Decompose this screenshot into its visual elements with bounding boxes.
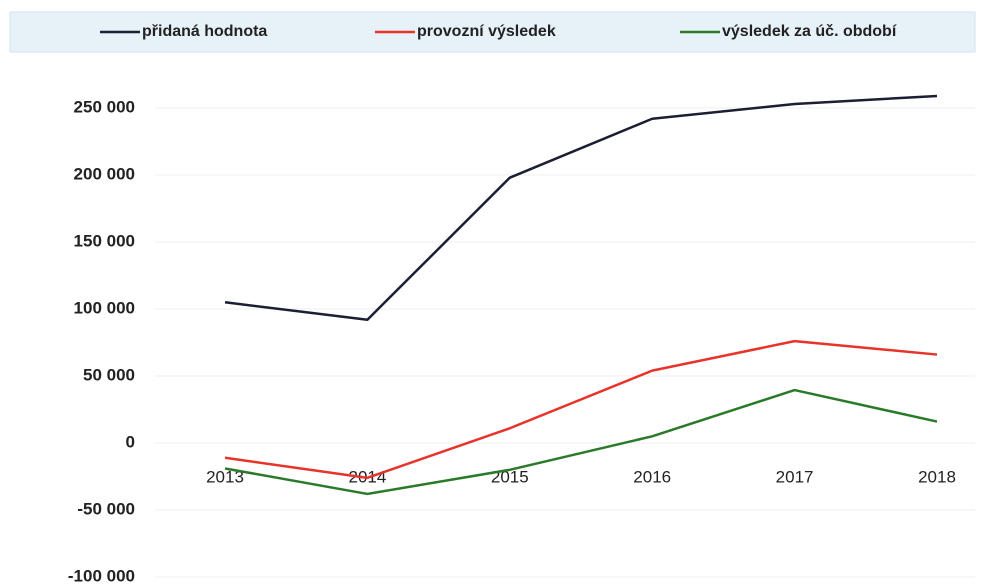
series-line — [224, 94, 938, 321]
y-tick-label: 0 — [126, 432, 135, 451]
y-tick-label: -100 000 — [68, 566, 135, 585]
legend-label: výsledek za úč. období — [722, 23, 897, 40]
y-tick-label: 100 000 — [74, 298, 135, 317]
x-tick-label: 2017 — [776, 467, 814, 486]
y-tick-label: -50 000 — [77, 499, 135, 518]
series-line — [224, 339, 938, 480]
y-tick-label: 250 000 — [74, 97, 135, 116]
y-tick-label: 150 000 — [74, 231, 135, 250]
legend-box — [9, 11, 976, 53]
x-tick-label: 2018 — [918, 467, 956, 486]
x-tick-label: 2016 — [633, 467, 671, 486]
legend-label: provozní výsledek — [417, 23, 556, 40]
y-tick-label: 200 000 — [74, 164, 135, 183]
series-line — [224, 388, 938, 496]
y-tick-label: 50 000 — [83, 365, 135, 384]
legend-label: přidaná hodnota — [142, 23, 267, 40]
x-tick-label: 2013 — [206, 467, 244, 486]
